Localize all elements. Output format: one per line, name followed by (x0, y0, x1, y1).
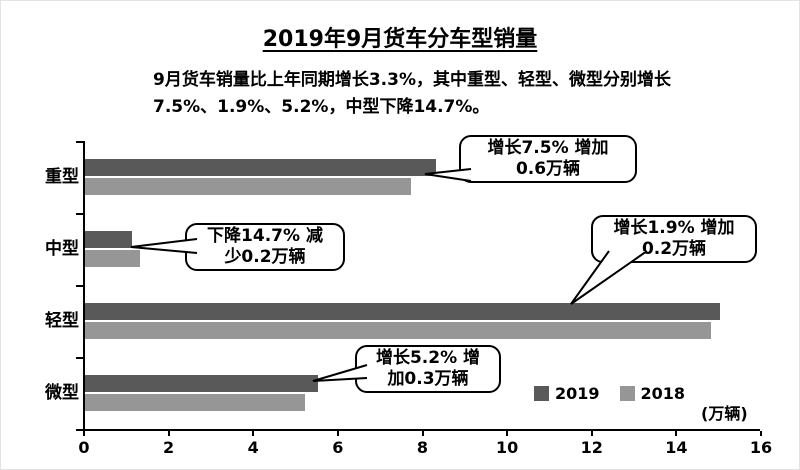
bar-2019-重型 (85, 159, 436, 176)
callout-heavy-line1: 增长7.5% 增加 (487, 137, 609, 158)
x-tick-label-14: 14 (665, 438, 688, 457)
callout-medium-truck: 下降14.7% 减 少0.2万辆 (185, 223, 345, 271)
callout-micro-line2: 加0.3万辆 (387, 369, 469, 389)
bar-2018-轻型 (85, 322, 711, 339)
y-axis-line (83, 141, 85, 431)
x-axis-tick (252, 431, 255, 436)
x-tick-label-10: 10 (495, 438, 519, 457)
x-axis-tick (167, 431, 170, 436)
x-tick-label-4: 4 (247, 438, 259, 457)
y-axis-tick (76, 285, 83, 287)
callout-micro-line1: 增长5.2% 增 (375, 347, 481, 368)
x-axis-tick (590, 431, 593, 436)
bar-2019-轻型 (85, 303, 720, 320)
category-label-2: 中型 (45, 239, 79, 259)
legend-swatch-2018 (619, 386, 635, 401)
x-tick-label-8: 8 (416, 438, 429, 457)
callout-light-line1: 增长1.9% 增加 (613, 217, 735, 238)
callout-light-truck: 增长1.9% 增加 0.2万辆 (591, 215, 757, 263)
callout-light-line2: 0.2万辆 (641, 239, 707, 259)
x-tick-label-0: 0 (78, 438, 90, 457)
x-tick-label-12: 12 (580, 438, 603, 457)
category-label-4: 微型 (45, 383, 79, 403)
y-axis-tick (76, 141, 83, 143)
legend-swatch-2019 (534, 386, 549, 401)
chart-subtitle: 9月货车销量比上年同期增长3.3%，其中重型、轻型、微型分别增长 7.5%、1.… (153, 67, 753, 121)
bar-2019-中型 (85, 231, 132, 248)
category-label-3: 轻型 (45, 311, 79, 331)
legend-label-2019: 2019 (555, 384, 600, 403)
chart-title: 2019年9月货车分车型销量 (262, 27, 538, 52)
x-tick-label-6: 6 (332, 438, 344, 457)
x-axis-tick (83, 431, 85, 436)
chart-legend: 2019 2018 (534, 384, 685, 403)
callout-medium-line2: 少0.2万辆 (224, 247, 306, 267)
x-axis-line (83, 429, 760, 431)
category-label-1: 重型 (45, 167, 79, 187)
legend-item-2019: 2019 (534, 384, 600, 403)
bar-2018-中型 (85, 250, 140, 267)
bar-2019-微型 (85, 375, 318, 392)
legend-label-2018: 2018 (640, 384, 686, 403)
callout-medium-line1: 下降14.7% 减 (207, 225, 323, 246)
bar-2018-微型 (85, 394, 305, 411)
x-axis-tick (760, 431, 762, 436)
axis-unit-label: (万辆) (701, 404, 748, 423)
x-tick-label-16: 16 (749, 438, 773, 457)
legend-item-2018: 2018 (619, 384, 686, 403)
callout-micro-truck: 增长5.2% 增 加0.3万辆 (355, 345, 501, 393)
y-axis-tick (76, 357, 83, 359)
x-axis-tick (675, 431, 678, 436)
x-axis-tick (336, 431, 339, 436)
subtitle-line-2: 7.5%、1.9%、5.2%，中型下降14.7%。 (153, 97, 490, 118)
bar-2018-重型 (85, 178, 411, 195)
callout-heavy-line2: 0.6万辆 (515, 159, 581, 179)
subtitle-line-1: 9月货车销量比上年同期增长3.3%，其中重型、轻型、微型分别增长 (153, 70, 671, 90)
x-tick-label-2: 2 (163, 438, 175, 457)
y-axis-tick (76, 213, 83, 215)
x-axis-tick (421, 431, 424, 436)
y-axis-tick (76, 429, 83, 431)
x-axis-tick (506, 431, 509, 436)
callout-heavy-truck: 增长7.5% 增加 0.6万辆 (459, 135, 637, 183)
